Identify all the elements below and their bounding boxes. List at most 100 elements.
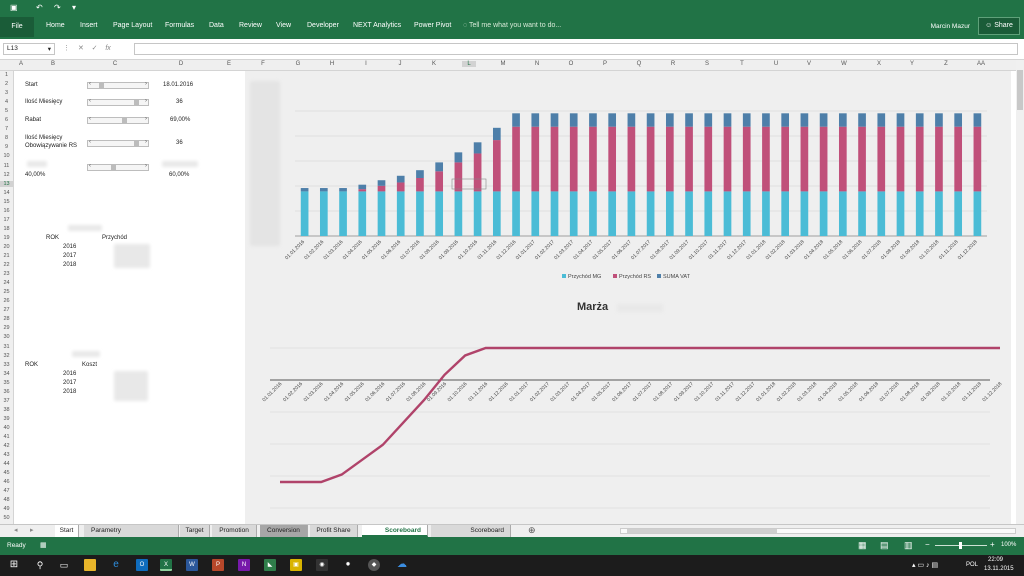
- column-header-y[interactable]: Y: [909, 61, 914, 67]
- row-header-31[interactable]: 31: [3, 343, 10, 350]
- scroll-right-arrow-icon[interactable]: ›: [145, 116, 147, 122]
- steam-icon[interactable]: ◉: [316, 559, 328, 571]
- row-header-48[interactable]: 48: [3, 497, 10, 504]
- row-header-21[interactable]: 21: [3, 253, 10, 259]
- row-header-22[interactable]: 22: [3, 262, 10, 269]
- row-header-41[interactable]: 41: [3, 434, 10, 440]
- row-header-45[interactable]: 45: [3, 470, 10, 477]
- tab-review[interactable]: Review: [239, 22, 262, 29]
- row-header-46[interactable]: 46: [3, 479, 10, 486]
- tab-home[interactable]: Home: [46, 22, 65, 29]
- windows-start-icon[interactable]: ⊞: [9, 559, 19, 570]
- row-header-5[interactable]: 5: [4, 108, 9, 115]
- column-header-q[interactable]: Q: [636, 61, 642, 67]
- column-header-i[interactable]: I: [365, 61, 367, 67]
- clock-date[interactable]: 13.11.2015: [984, 566, 1014, 572]
- edge-icon[interactable]: e: [113, 559, 119, 570]
- formula-input[interactable]: [134, 43, 1018, 55]
- column-header-aa[interactable]: AA: [976, 61, 985, 67]
- tray-icons[interactable]: ▴ ▭ ♪ ▤: [912, 562, 939, 569]
- row-header-26[interactable]: 26: [3, 298, 10, 305]
- app-chart-icon[interactable]: ◣: [264, 559, 276, 571]
- row-header-12[interactable]: 12: [3, 171, 10, 178]
- chart-area[interactable]: 01.01.2016 01.02.2016 01.03.2016 01.04.2016…: [245, 71, 1011, 525]
- column-header-h[interactable]: H: [329, 61, 335, 67]
- row-header-13[interactable]: 13: [0, 180, 13, 187]
- marza-line-chart[interactable]: 01.01.201601.02.201601.03.201601.04.2016…: [245, 291, 1011, 521]
- sheet-tab-scoreboard-active[interactable]: Scoreboard: [362, 525, 428, 537]
- save-icon[interactable]: ▣: [10, 3, 18, 12]
- row-header-43[interactable]: 43: [3, 452, 10, 459]
- start-scrollbar[interactable]: ‹ ›: [87, 81, 149, 89]
- row-header-25[interactable]: 25: [3, 289, 10, 296]
- horizontal-scrollbar[interactable]: [620, 528, 1016, 534]
- sheet-tab-promotion[interactable]: Promotion: [212, 525, 257, 537]
- column-header-b[interactable]: B: [50, 61, 55, 67]
- row-header-6[interactable]: 6: [4, 117, 9, 124]
- app-round-icon[interactable]: ◆: [368, 559, 380, 571]
- scroll-right-arrow-icon[interactable]: ›: [145, 98, 147, 104]
- row-header-10[interactable]: 10: [3, 153, 10, 160]
- insert-function-icon[interactable]: fx: [105, 45, 111, 52]
- zoom-out-icon[interactable]: −: [925, 540, 930, 549]
- scroll-left-arrow-icon[interactable]: ‹: [89, 81, 91, 87]
- row-header-35[interactable]: 35: [3, 379, 10, 386]
- page-break-view-icon[interactable]: ▥: [904, 540, 913, 550]
- row-header-38[interactable]: 38: [3, 406, 10, 413]
- column-header-k[interactable]: K: [431, 61, 436, 67]
- sheet-tab-parametry[interactable]: Parametry: [84, 525, 179, 537]
- tab-page-layout[interactable]: Page Layout: [113, 22, 153, 29]
- enter-icon[interactable]: ✓: [91, 45, 98, 52]
- row-header-50[interactable]: 50: [3, 515, 10, 522]
- onenote-icon[interactable]: N: [238, 559, 250, 571]
- row-header-7[interactable]: 7: [4, 126, 9, 133]
- row-header-16[interactable]: 16: [3, 207, 10, 214]
- tab-next-analytics[interactable]: NEXT Analytics: [353, 22, 402, 29]
- row-header-28[interactable]: 28: [3, 316, 10, 323]
- normal-view-icon[interactable]: ▦: [858, 540, 867, 550]
- tell-me-box[interactable]: ◌ Tell me what you want to do...: [463, 22, 562, 29]
- page-layout-view-icon[interactable]: ▤: [880, 540, 889, 550]
- column-header-d[interactable]: D: [178, 61, 184, 67]
- app-yellow-icon[interactable]: ▣: [290, 559, 302, 571]
- scroll-thumb[interactable]: [121, 118, 127, 123]
- column-header-p[interactable]: P: [602, 61, 607, 67]
- column-header-o[interactable]: O: [568, 61, 574, 67]
- rs-scrollbar[interactable]: ‹ ›: [87, 139, 149, 147]
- column-header-z[interactable]: Z: [944, 61, 948, 67]
- sheet-tab-conversion[interactable]: Conversion: [260, 525, 308, 537]
- tab-power-pivot[interactable]: Power Pivot: [414, 22, 452, 29]
- scroll-left-arrow-icon[interactable]: ‹: [89, 163, 91, 169]
- horizontal-scroll-thumb[interactable]: [627, 529, 777, 533]
- scroll-left-arrow-icon[interactable]: ‹: [89, 116, 91, 122]
- row-header-17[interactable]: 17: [3, 216, 10, 223]
- row-header-19[interactable]: 19: [3, 234, 10, 241]
- zoom-level[interactable]: 100%: [1001, 542, 1017, 548]
- clock-time[interactable]: 22:09: [988, 557, 1004, 563]
- undo-icon[interactable]: ↶: [36, 3, 43, 12]
- column-header-j[interactable]: J: [398, 61, 402, 67]
- search-icon[interactable]: ⚲: [36, 560, 44, 570]
- cancel-icon[interactable]: ✕: [78, 45, 84, 52]
- sheet-tab-profit-share[interactable]: Profit Share: [310, 525, 358, 537]
- add-sheet-icon[interactable]: ⊕: [528, 525, 536, 535]
- outlook-icon[interactable]: O: [136, 559, 148, 571]
- row-header-20[interactable]: 20: [3, 243, 10, 250]
- tab-file[interactable]: File: [0, 17, 34, 37]
- scroll-right-arrow-icon[interactable]: ›: [145, 81, 147, 87]
- column-header-u[interactable]: U: [773, 61, 779, 67]
- row-header-23[interactable]: 23: [3, 271, 10, 278]
- zoom-slider[interactable]: [935, 542, 987, 549]
- tab-insert[interactable]: Insert: [80, 22, 98, 29]
- excel-icon[interactable]: X: [160, 559, 172, 571]
- row-header-30[interactable]: 30: [3, 334, 10, 341]
- scroll-thumb[interactable]: [99, 83, 105, 88]
- scroll-left-arrow-icon[interactable]: ‹: [89, 98, 91, 104]
- row-header-18[interactable]: 18: [3, 225, 10, 232]
- tab-formulas[interactable]: Formulas: [165, 22, 195, 29]
- row-header-11[interactable]: 11: [3, 162, 10, 169]
- macro-record-icon[interactable]: ▦: [40, 542, 47, 549]
- scroll-left-arrow-icon[interactable]: ‹: [89, 139, 91, 145]
- column-header-e[interactable]: E: [226, 61, 231, 67]
- column-header-m[interactable]: M: [500, 61, 506, 67]
